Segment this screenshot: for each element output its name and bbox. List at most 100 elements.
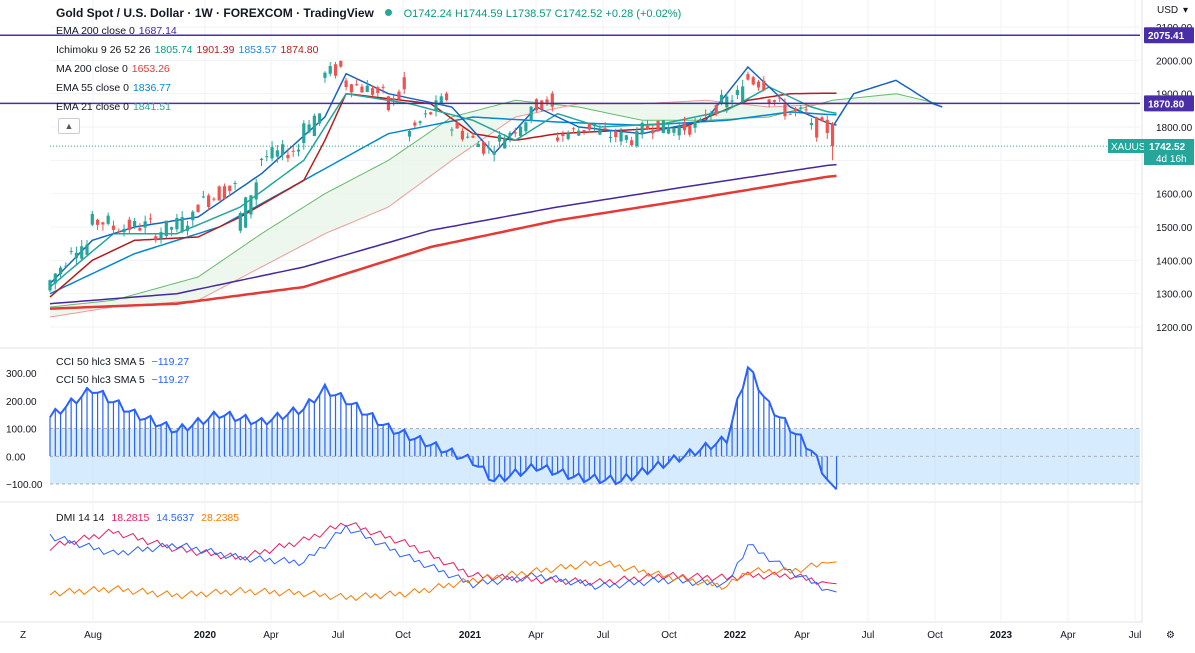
symbol-tag-bg bbox=[1108, 139, 1146, 153]
candle-body bbox=[429, 112, 433, 115]
candle-body bbox=[307, 124, 311, 133]
candle-body bbox=[540, 100, 544, 110]
ma200-line bbox=[49, 174, 837, 310]
candle-body bbox=[799, 107, 803, 109]
cci-line bbox=[49, 365, 838, 490]
indicator-legend-row[interactable]: MA 200 close 0 1653.26 bbox=[56, 63, 170, 75]
candle-body bbox=[630, 140, 634, 146]
symbol-tag: XAUUSD bbox=[1111, 142, 1153, 153]
candle-body bbox=[249, 195, 253, 215]
candle-body bbox=[365, 85, 369, 92]
price-tick-label: 1500.00 bbox=[1156, 223, 1193, 234]
candle-body bbox=[466, 136, 470, 138]
candle-body bbox=[175, 217, 179, 230]
candle-body bbox=[582, 130, 586, 132]
axis-menu-chevron-icon: ▾ bbox=[1183, 5, 1188, 16]
time-axis-bg bbox=[0, 623, 1195, 653]
cci-legend-2-value: −119.27 bbox=[151, 374, 190, 386]
candle-body bbox=[593, 124, 597, 127]
candle-body bbox=[323, 72, 327, 78]
horizontal-levels bbox=[0, 34, 1140, 147]
cci-legend-1-label: CCI 50 hlc3 SMA 5 bbox=[56, 356, 145, 368]
dmi-legend[interactable]: DMI 14 14 18.2815 14.5637 28.2385 bbox=[56, 512, 239, 524]
candle-body bbox=[228, 185, 232, 191]
time-tick-label: 2023 bbox=[990, 630, 1013, 641]
candle-body bbox=[577, 130, 581, 136]
time-tick-label: 2021 bbox=[459, 630, 482, 641]
symbol-interval[interactable]: 1W bbox=[194, 6, 213, 20]
dmi-series-line bbox=[49, 522, 837, 587]
candle-body bbox=[518, 126, 523, 136]
candle-body bbox=[439, 96, 443, 105]
settings-gear-icon: ⚙ bbox=[1166, 630, 1175, 641]
candle-body bbox=[201, 196, 205, 198]
price-tick-label: 1400.00 bbox=[1156, 256, 1193, 267]
candle-body bbox=[656, 120, 660, 132]
candle-body bbox=[265, 156, 269, 158]
price-tick-label: 1900.00 bbox=[1156, 90, 1193, 101]
ema21-line bbox=[49, 86, 837, 288]
candle-body bbox=[143, 221, 147, 228]
time-tick-label: Apr bbox=[794, 630, 810, 641]
level-2075-tag: 2075.41 bbox=[1148, 31, 1185, 42]
cci-legend-2[interactable]: CCI 50 hlc3 SMA 5 −119.27 bbox=[56, 374, 189, 386]
candle-body bbox=[746, 74, 750, 80]
candle-body bbox=[651, 130, 655, 134]
cci-left-tick-label: 300.00 bbox=[6, 369, 37, 380]
candle-body bbox=[281, 144, 285, 155]
candle-body bbox=[159, 232, 163, 239]
candle-body bbox=[714, 105, 718, 115]
indicator-legend-row[interactable]: EMA 200 close 0 1687.14 bbox=[56, 25, 177, 37]
candle-body bbox=[661, 120, 665, 134]
candle-body bbox=[825, 119, 829, 133]
candle-body bbox=[481, 142, 486, 154]
time-tick-label: Jul bbox=[332, 630, 345, 641]
candle-body bbox=[487, 147, 491, 149]
time-tick-label: Aug bbox=[84, 630, 102, 641]
candle-body bbox=[423, 113, 428, 115]
candle-body bbox=[492, 151, 496, 155]
candle-body bbox=[725, 96, 729, 108]
candle-body bbox=[407, 130, 412, 137]
price-tick-label: 1800.00 bbox=[1156, 123, 1193, 134]
candle-body bbox=[333, 64, 338, 76]
collapse-legend-chevron-up-icon[interactable]: ▲ bbox=[58, 118, 80, 134]
candle-body bbox=[328, 66, 332, 74]
candle-body bbox=[254, 182, 258, 200]
cci-left-tick-label: 100.00 bbox=[6, 425, 37, 436]
candle-body bbox=[534, 99, 539, 111]
indicator-legend-row[interactable]: Ichimoku 9 26 52 26 1805.74 1901.39 1853.57… bbox=[56, 44, 318, 56]
candle-body bbox=[619, 131, 623, 142]
indicator-legend-row[interactable]: EMA 21 close 0 1841.51 bbox=[56, 101, 171, 113]
candle-body bbox=[741, 86, 745, 103]
candle-body bbox=[704, 114, 708, 116]
zoom-z-icon: Z bbox=[20, 630, 26, 641]
candle-body bbox=[672, 128, 676, 133]
indicator-label: EMA 200 close 0 bbox=[56, 25, 135, 37]
candle-body bbox=[762, 80, 766, 91]
candle-body bbox=[185, 225, 190, 231]
ichimoku-lead-line bbox=[831, 79, 943, 128]
cci-legend-1-value: −119.27 bbox=[151, 356, 190, 368]
cci-legend-1[interactable]: CCI 50 hlc3 SMA 5 −119.27 bbox=[56, 356, 189, 368]
dmi-series-line bbox=[49, 560, 837, 602]
level-1870-tag-bg bbox=[1144, 95, 1194, 112]
indicator-label: EMA 21 close 0 bbox=[56, 101, 129, 113]
time-tick-label: 2020 bbox=[194, 630, 217, 641]
candle-body bbox=[259, 158, 264, 160]
candle-body bbox=[804, 109, 808, 111]
ohlc-readout: O1742.24 H1744.59 L1738.57 C1742.52 +0.2… bbox=[403, 8, 682, 20]
candle-body bbox=[693, 121, 697, 128]
dmi-adx-value: 28.2385 bbox=[201, 512, 240, 524]
dmi-legend-label: DMI 14 14 bbox=[56, 512, 105, 524]
candle-body bbox=[476, 143, 480, 147]
symbol-sep-2: · bbox=[216, 6, 224, 20]
candle-body bbox=[397, 91, 401, 100]
indicator-value: 1901.39 bbox=[196, 44, 235, 56]
indicator-legend-row[interactable]: EMA 55 close 0 1836.77 bbox=[56, 82, 171, 94]
candle-body bbox=[106, 215, 110, 224]
indicator-value: 1805.74 bbox=[154, 44, 193, 56]
candle-body bbox=[270, 147, 274, 159]
